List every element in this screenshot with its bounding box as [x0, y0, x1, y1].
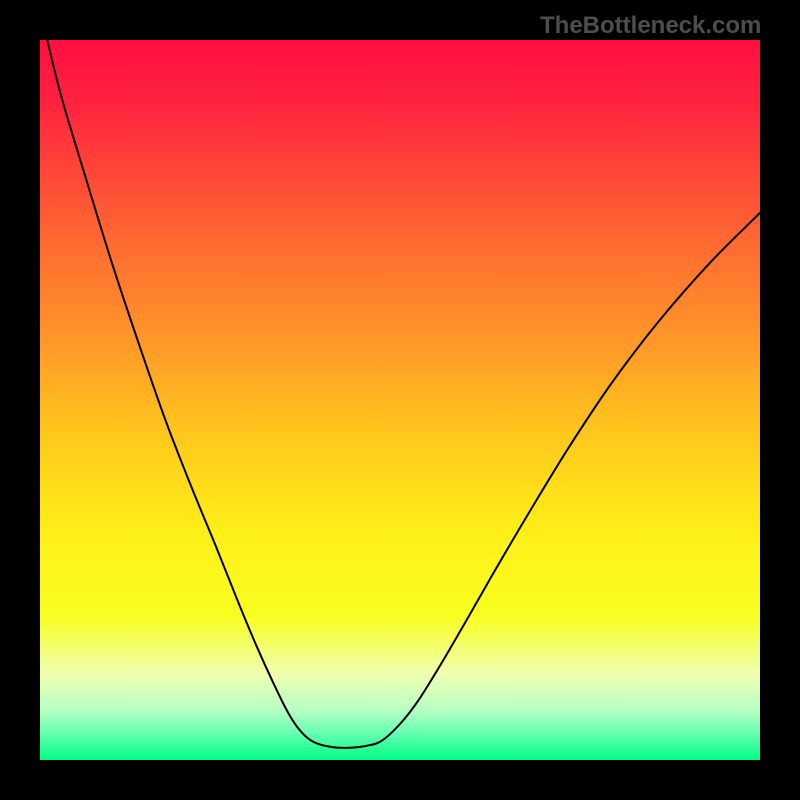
chart-stage: TheBottleneck.com [0, 0, 800, 800]
bottleneck-chart-svg [0, 0, 800, 800]
